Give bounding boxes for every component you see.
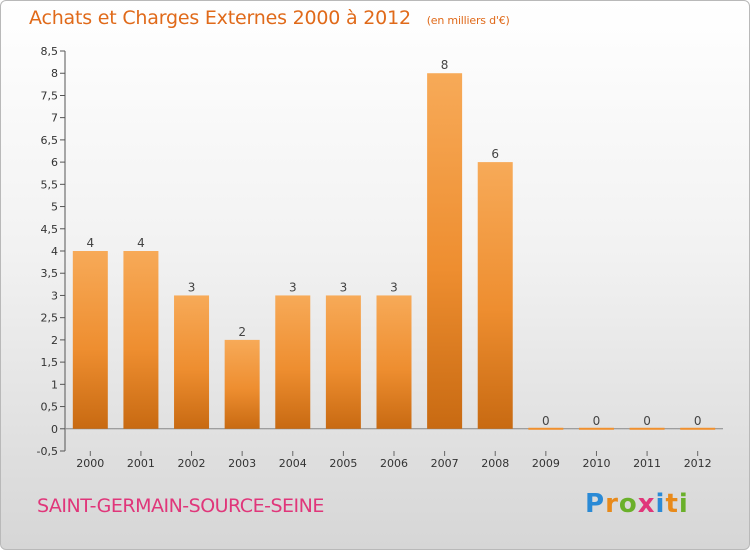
y-tick-label: 7 [51,112,58,125]
x-tick-label: 2006 [380,457,408,470]
data-label-2011: 0 [643,414,651,428]
data-label-layer: 4 4 3 2 3 3 3 8 6 0 0 0 0 [86,58,701,428]
x-tick-label: 2011 [633,457,661,470]
bar-2001[interactable] [123,251,159,429]
x-tick-label: 2003 [228,457,256,470]
bar-2010[interactable] [578,427,614,430]
y-tick-label: 5 [51,201,58,214]
data-label-2010: 0 [593,414,601,428]
y-tick-label: 4 [51,245,58,258]
y-tick-label: 7,5 [41,89,59,102]
y-tick-label: 0,5 [41,401,59,414]
x-tick-label: 2010 [582,457,610,470]
y-tick-label: 4,5 [41,223,59,236]
x-tick-label: 2004 [279,457,307,470]
x-tick-label: 2000 [76,457,104,470]
y-tick-label: 5,5 [41,178,59,191]
bar-2007[interactable] [427,73,463,429]
x-tick-label: 2008 [481,457,509,470]
x-tick-label: 2009 [532,457,560,470]
data-label-2003: 2 [238,325,246,339]
chart-subtitle: (en milliers d'€) [426,14,510,27]
y-tick-label: 2 [51,334,58,347]
bar-2006[interactable] [376,295,412,429]
chart-title-text: Achats et Charges Externes 2000 à 2012 [29,7,411,29]
bar-2009[interactable] [528,427,564,430]
y-tick-label: 8,5 [41,45,59,58]
y-tick-label: 1,5 [41,356,59,369]
data-label-2006: 3 [390,280,398,294]
bar-2008[interactable] [477,162,513,429]
x-tick-label: 2001 [127,457,155,470]
bar-2005[interactable] [325,295,361,429]
y-tick-label: 1 [51,378,58,391]
x-tick-label: 2002 [178,457,206,470]
commune-name: SAINT-GERMAIN-SOURCE-SEINE [37,495,324,517]
logo-letter: t [665,489,679,519]
logo-letter: i [655,489,666,519]
y-tick-label: 3,5 [41,267,59,280]
y-tick-label: 8 [51,67,58,80]
y-tick-label: 3 [51,289,58,302]
y-tick-label: 2,5 [41,312,59,325]
data-label-2000: 4 [86,236,94,250]
bar-layer [72,73,716,430]
chart-title: Achats et Charges Externes 2000 à 2012 (… [29,7,510,29]
logo-letter: x [637,489,656,519]
y-tick-label: 6,5 [41,134,59,147]
bar-2004[interactable] [275,295,311,429]
x-tick-label: 2012 [684,457,712,470]
data-label-2007: 8 [441,58,449,72]
bar-2002[interactable] [174,295,210,429]
bar-2011[interactable] [629,427,665,430]
y-tick-label: -0,5 [37,445,58,458]
data-label-2005: 3 [340,280,348,294]
bar-2003[interactable] [224,339,260,429]
x-tick-label: 2007 [431,457,459,470]
logo-letter: r [605,489,619,519]
data-label-2008: 6 [491,147,499,161]
proxiti-logo[interactable]: Proxiti [585,489,689,519]
x-tick-label: 2005 [329,457,357,470]
y-tick-label: 6 [51,156,58,169]
data-label-2001: 4 [137,236,145,250]
logo-letter: i [678,489,689,519]
bar-2000[interactable] [72,251,108,429]
logo-letter: P [585,489,606,519]
logo-letter: o [618,489,638,519]
bar-2012[interactable] [680,427,716,430]
y-tick-label: 0 [51,423,58,436]
data-label-2009: 0 [542,414,550,428]
data-label-2004: 3 [289,280,297,294]
data-label-2012: 0 [694,414,702,428]
data-label-2002: 3 [188,280,196,294]
